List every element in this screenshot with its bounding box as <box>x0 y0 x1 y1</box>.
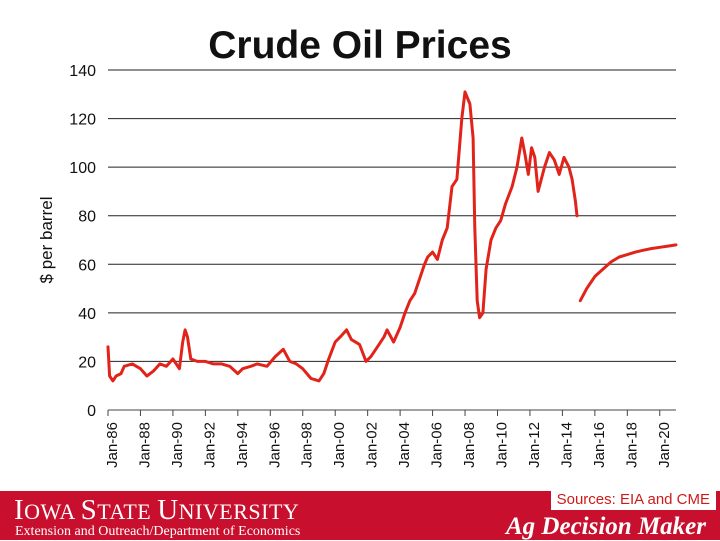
x-tick-label: Jan-92 <box>201 422 218 468</box>
x-tick-label: Jan-96 <box>266 422 283 468</box>
x-tick-label: Jan-88 <box>136 422 153 468</box>
y-axis-label: $ per barrel <box>37 197 56 284</box>
y-tick-label: 60 <box>78 257 96 274</box>
sources-note: Sources: EIA and CME <box>550 489 716 510</box>
futures-price-line <box>578 243 678 303</box>
x-tick-label: Jan-98 <box>299 422 316 468</box>
y-tick-label: 40 <box>78 306 96 323</box>
x-tick-label: Jan-06 <box>429 422 446 468</box>
x-tick-label: Jan-16 <box>591 422 608 468</box>
historical-price-line <box>106 90 579 383</box>
y-tick-label: 0 <box>87 403 96 420</box>
series-lines <box>106 90 678 383</box>
y-tick-label: 20 <box>78 354 96 371</box>
x-tick-label: Jan-94 <box>234 422 251 468</box>
x-tick-label: Jan-12 <box>526 422 543 468</box>
iowa-state-university-logo: IOWA STATE UNIVERSITY <box>14 494 300 526</box>
chart-title: Crude Oil Prices <box>208 24 512 67</box>
x-tick-label: Jan-90 <box>169 422 186 468</box>
department-text: Extension and Outreach/Department of Eco… <box>15 524 301 539</box>
x-tick-label: Jan-00 <box>331 422 348 468</box>
x-tick-label: Jan-02 <box>364 422 381 468</box>
x-tick-label: Jan-10 <box>493 422 510 468</box>
x-tick-label: Jan-14 <box>558 422 575 468</box>
x-tick-label: Jan-20 <box>656 422 673 468</box>
x-tick-label: Jan-04 <box>396 422 413 468</box>
x-tick-label: Jan-18 <box>623 422 640 468</box>
ag-decision-maker-logo: Ag Decision Maker <box>506 513 706 540</box>
y-tick-label: 100 <box>69 160 96 177</box>
y-tick-label: 120 <box>69 112 96 129</box>
footer-bar: IOWA STATE UNIVERSITY Extension and Outr… <box>0 489 720 540</box>
y-tick-label: 140 <box>69 63 96 80</box>
x-tick-label: Jan-86 <box>104 422 121 468</box>
y-tick-label: 80 <box>78 209 96 226</box>
y-tick-labels: 0 20 40 60 80 100 120 140 <box>69 63 96 420</box>
x-tick-label: Jan-08 <box>461 422 478 468</box>
x-tick-labels: Jan-86 Jan-88 Jan-90 Jan-92 Jan-94 Jan-96 Jan-… <box>104 410 673 468</box>
